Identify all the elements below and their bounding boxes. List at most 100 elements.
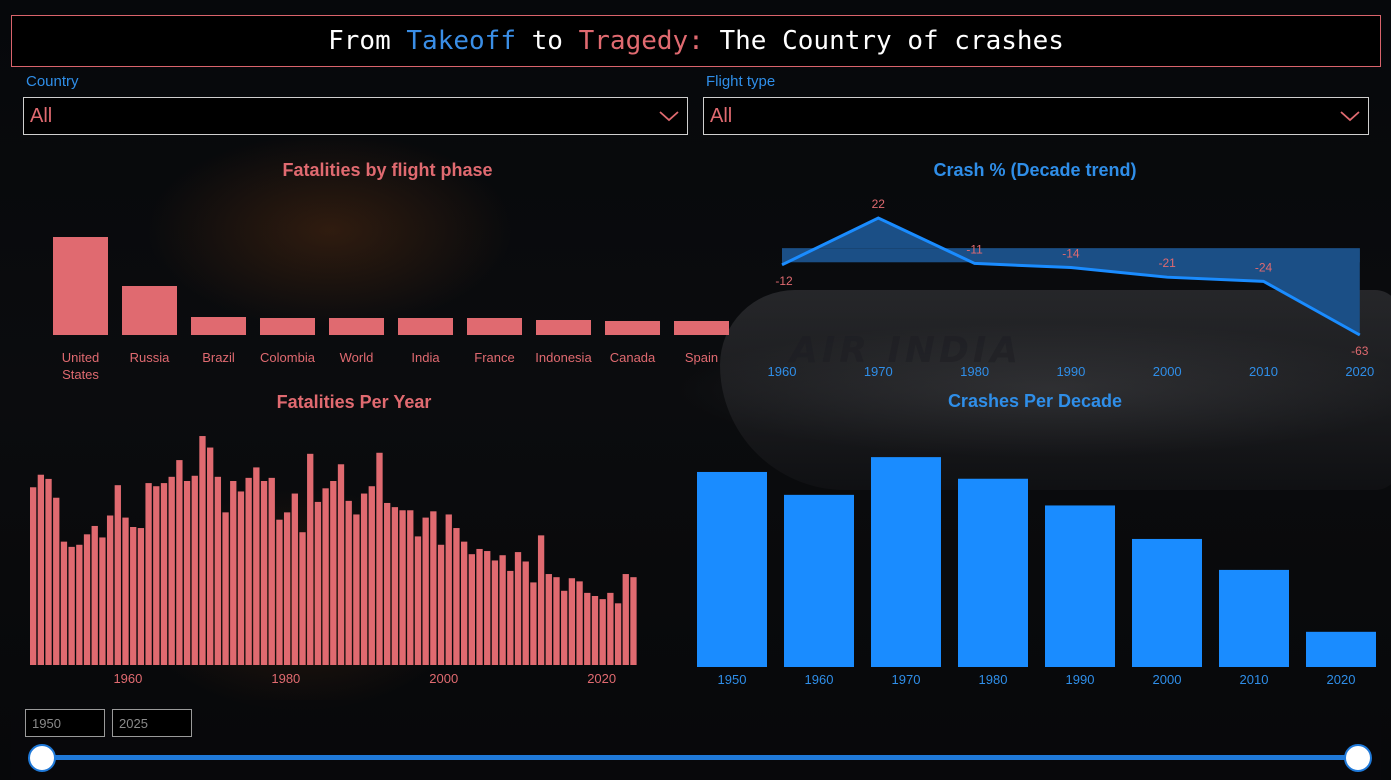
flight-type-dropdown[interactable]: All [703,97,1369,135]
year-bar [99,537,106,665]
phase-bar [605,321,660,335]
year-bar [522,561,529,665]
year-bar [153,486,160,665]
decade-tick-label: 1950 [718,672,747,687]
year-bar [337,464,345,665]
year-bar [514,552,522,665]
year-bar [160,483,168,665]
year-bar [30,487,37,665]
chart-title-fatalities-per-year: Fatalities Per Year [276,392,432,412]
year-bar [576,581,583,665]
year-bar [183,481,191,665]
year-bar [83,534,91,665]
phase-bar [53,237,108,335]
year-bar [530,582,537,665]
decade-tick-label: 2000 [1153,672,1182,687]
year-bar [237,491,245,665]
phase-tick-label: World [340,350,374,365]
year-range-end-handle[interactable] [1344,744,1372,772]
decade-bar [958,478,1028,667]
phase-bar [122,286,177,335]
year-bar [276,519,283,665]
year-bar [330,481,337,665]
page-title: From Takeoff to Tragedy: The Country of … [11,15,1381,67]
phase-tick-label: United [62,350,100,365]
year-bar [291,493,298,665]
start-year-input[interactable]: 1950 [25,709,105,737]
year-bar [199,436,206,665]
phase-bar [191,317,246,335]
trend-data-label: 22 [872,197,886,211]
trend-tick-label: 2000 [1153,364,1182,379]
end-year-input[interactable]: 2025 [112,709,192,737]
trend-tick-label: 1990 [1056,364,1085,379]
year-bar [268,477,275,665]
phase-tick-label: France [474,350,514,365]
chart-title-fatalities-by-phase: Fatalities by flight phase [282,160,493,180]
chart-title-crash-pct-trend: Crash % (Decade trend) [933,160,1137,180]
year-tick-label: 1960 [113,671,142,686]
year-bar [476,548,483,665]
country-dropdown[interactable]: All [23,97,688,135]
year-bar [45,478,52,665]
chart-title-crashes-per-decade: Crashes Per Decade [947,391,1123,411]
decade-tick-label: 1970 [892,672,921,687]
year-range-track[interactable] [40,755,1358,760]
year-bar [245,477,252,665]
year-bar [76,544,83,665]
year-bar [599,599,606,665]
year-bar [91,525,98,665]
year-bar [537,535,545,665]
decade-tick-label: 1990 [1066,672,1095,687]
crash-pct-trend-chart: -12 1960 22 1970 -11 1980 -14 1990 -21 2000 -24 201… [768,197,1375,379]
trend-line [781,216,1361,337]
airplane-silhouette [720,290,1391,490]
year-bar [630,577,637,665]
year-bar [622,574,629,665]
decade-bar [1306,631,1376,667]
year-bar [399,510,406,665]
fatalities-by-phase-chart: United States Russia Brazil Colombia World Ind… [53,237,729,382]
year-tick-label: 1980 [271,671,300,686]
phase-tick-label: Spain [685,350,718,365]
phase-bar [674,321,729,335]
decade-bar [784,494,854,667]
decade-bar [1045,505,1115,667]
fatalities-per-year-chart: 1960 1980 2000 2020 [30,436,637,686]
flight-type-dropdown-value: All [710,104,733,127]
year-bar [414,536,422,665]
year-bar [345,500,352,665]
year-bar [145,483,152,665]
phase-tick-label: India [411,350,440,365]
year-bar [114,485,121,665]
trend-area [782,218,1360,335]
trend-data-label: -24 [1255,260,1273,274]
year-bar [561,590,568,665]
year-bar [391,507,399,665]
decade-tick-label: 2010 [1240,672,1269,687]
year-bar [68,546,75,665]
phase-bar [536,320,591,335]
year-bar [507,570,514,665]
year-bar [314,501,322,665]
year-bar [106,515,114,665]
title-takeoff: Takeoff [406,26,516,56]
trend-data-label: -11 [966,242,983,256]
year-slicer-panel [11,700,1381,780]
phase-tick-label: Brazil [202,350,235,365]
phase-tick-label: Indonesia [535,350,592,365]
phase-tick-label: States [62,367,99,382]
trend-tick-label: 2010 [1249,364,1278,379]
year-bar [468,554,475,665]
title-part-2: to [515,26,579,56]
decade-tick-label: 2020 [1327,672,1356,687]
year-bar [384,502,391,665]
decade-bar [871,457,941,667]
year-bar [491,560,499,665]
year-range-start-handle[interactable] [28,744,56,772]
trend-tick-label: 1970 [864,364,893,379]
decade-bar [697,471,767,667]
title-tragedy: Tragedy: [578,26,704,56]
year-bar [307,453,314,665]
year-bar [584,592,591,665]
